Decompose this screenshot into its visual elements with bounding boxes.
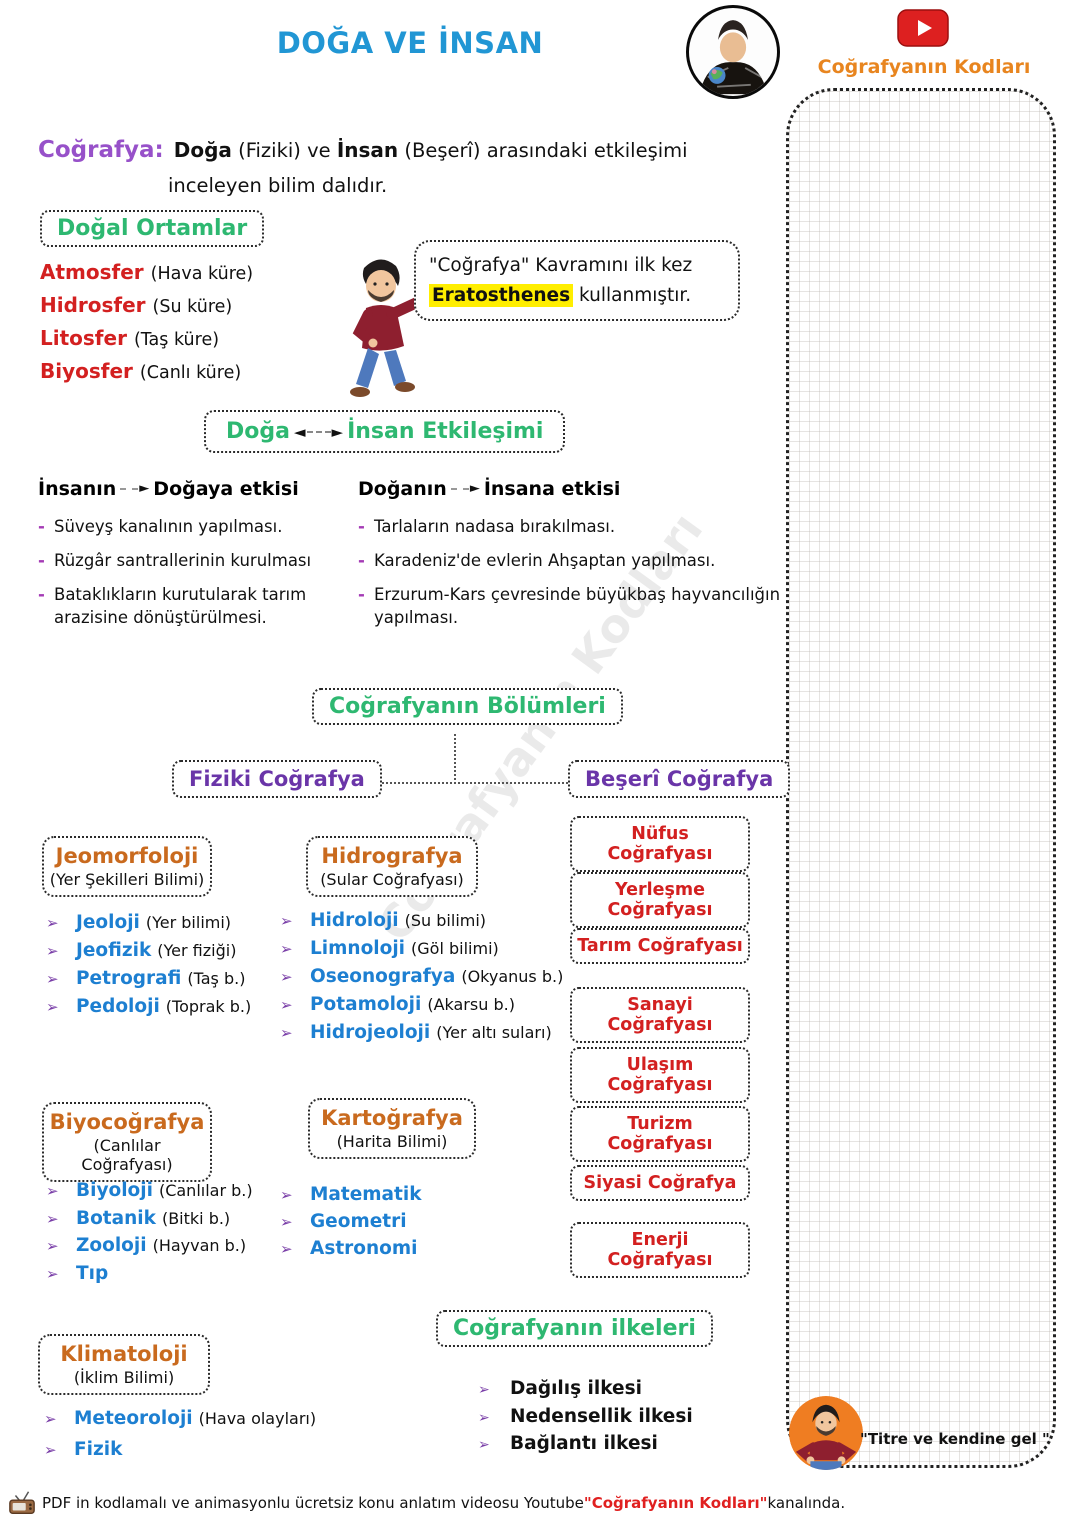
author-avatar [686,5,780,99]
list-item: Hidrosfer (Su küre) [40,293,233,317]
geography-definition: Coğrafya: Doğa (Fiziki) ve İnsan (Beşerî)… [38,136,748,198]
list-item: - Süveyş kanalının yapılması. [38,516,283,536]
hydrography-box: Hidrografya (Sular Coğrafyası) [306,836,478,897]
note-line-1: "Coğrafya" Kavramını ilk kez [429,255,693,276]
definition-term: Coğrafya: [38,137,164,163]
cartography-list: ➢ Matematik ➢ Geometri ➢ Astronomi [280,1184,428,1265]
human-geo-branch: Tarım Coğrafyası [570,928,750,964]
human-geo-branch: Sanayi Coğrafyası [570,987,750,1043]
cartography-box: Kartoğrafya (Harita Bilimi) [308,1098,476,1159]
climatology-box: Klimatoloji (İklim Bilimi) [38,1334,210,1395]
mascot-avatar [789,1396,863,1470]
list-item: ➢ Fizik [44,1439,123,1460]
mascot-cartoon-icon [789,1396,863,1470]
definition-bold-insan: İnsan [336,138,399,162]
column-header: Doğanın ► İnsana etkisi [358,478,621,500]
list-item: - Bataklıkların kurutularak tarım arazisi… [38,584,307,627]
list-item: ➢ Petrografi (Taş b.) [46,968,246,989]
page-title: DOĞA VE İNSAN [276,26,544,60]
list-item: - Karadeniz'de evlerin Ahşaptan yapılması… [358,550,716,570]
physical-geography-node: Fiziki Coğrafya [172,760,382,798]
biogeography-list: ➢ Biyoloji (Canlılar b.) ➢ Botanik (Bitki b.… [46,1180,253,1290]
natural-environments-list: Atmosfer (Hava küre) Hidrosfer (Su küre) L… [40,260,340,392]
list-item: - Rüzgâr santrallerinin kurulması [38,550,312,570]
diagram-connector [350,782,580,784]
principles-list: ➢ Dağılış ilkesi ➢ Nedensellik ilkesi ➢ Bağ… [478,1378,693,1461]
list-item: ➢ Nedensellik ilkesi [478,1405,693,1427]
list-item: Litosfer (Taş küre) [40,326,220,350]
list-item: ➢ Meteoroloji (Hava olayları) [44,1408,317,1429]
footer-text-pre: PDF in kodlamalı ve animasyonlu ücretsiz… [42,1494,584,1512]
human-geography-node: Beşerî Coğrafya [568,760,791,798]
channel-title: Coğrafyanın Kodları [817,56,1031,78]
list-item: - Erzurum-Kars çevresinde büyükbaş hayvan… [358,584,781,627]
branches-title: Coğrafyanın Bölümleri [312,688,623,725]
column-header: İnsanın ► Doğaya etkisi [38,478,299,500]
footer-text-post: kanalında. [767,1494,846,1512]
pointing-man-cartoon-icon [350,259,435,397]
list-item: ➢ Potamoloji (Akarsu b.) [280,994,515,1015]
human-geo-branch: Ulaşım Coğrafyası [570,1047,750,1103]
list-item: ➢ Zooloji (Hayvan b.) [46,1235,247,1256]
human-geo-branch: Siyasi Coğrafya [570,1165,750,1201]
human-geo-branch: Enerji Coğrafyası [570,1222,750,1278]
human-geo-branch: Turizm Coğrafyası [570,1106,750,1162]
biogeography-box: Biyocoğrafya (Canlılar Coğrafyası) [42,1102,212,1182]
list-item: Biyosfer (Canlı küre) [40,359,242,383]
list-item: ➢ Astronomi [280,1238,418,1259]
human-geo-branch: Yerleşme Coğrafyası [570,872,750,928]
list-item: ➢ Hidrojeoloji (Yer altı suları) [280,1022,552,1043]
principles-title: Coğrafyanın ilkeleri [436,1310,713,1347]
highlighted-term: Eratosthenes [429,283,574,307]
interaction-title: Doğa ◄ ► İnsan Etkileşimi [204,410,566,453]
mascot-quote: "Titre ve kendine gel " [860,1430,1050,1448]
footer-note: PDF in kodlamalı ve animasyonlu ücretsiz… [8,1490,845,1516]
double-dashed-arrow-icon: ◄ ► [293,422,344,441]
dashed-arrow-icon: ► [450,480,480,498]
geomorphology-list: ➢ Jeoloji (Yer bilimi) ➢ Jeofizik (Yer fiziğ… [46,912,251,1024]
list-item: ➢ Jeoloji (Yer bilimi) [46,912,232,933]
definition-text-1: (Fiziki) ve [231,139,337,162]
note-line-2: kullanmıştır. [573,284,692,306]
interaction-title-right: İnsan Etkileşimi [347,419,544,444]
list-item: ➢ Geometri [280,1211,407,1232]
list-item: ➢ Jeofizik (Yer fiziği) [46,940,237,961]
youtube-play-icon [897,9,949,47]
eratosthenes-note: "Coğrafya" Kavramını ilk kez Eratosthene… [414,240,740,322]
definition-line-2: inceleyen bilim dalıdır. [168,173,388,197]
list-item: - Tarlaların nadasa bırakılması. [358,516,616,536]
list-item: ➢ Oseonografya (Okyanus b.) [280,966,564,987]
interaction-title-left: Doğa [226,419,290,444]
natural-environments-title: Doğal Ortamlar [40,210,265,247]
list-item: ➢ Bağlantı ilkesi [478,1433,658,1454]
author-photo-icon [702,20,764,95]
list-item: ➢ Biyoloji (Canlılar b.) [46,1180,253,1201]
human-geo-branch: Nüfus Coğrafyası [570,816,750,872]
diagram-connector [454,734,456,784]
tv-icon [9,1491,35,1514]
dashed-arrow-icon: ► [120,480,149,498]
human-effect-column: İnsanın ► Doğaya etkisi - Süveyş kanalını… [38,476,378,640]
list-item: ➢ Matematik [280,1184,422,1205]
climatology-list: ➢ Meteoroloji (Hava olayları) ➢ Fizik [44,1408,316,1470]
definition-bold-doga: Doğa [173,138,232,162]
geomorphology-box: Jeomorfoloji (Yer Şekilleri Bilimi) [42,836,212,897]
list-item: ➢ Dağılış ilkesi [478,1378,642,1399]
list-item: ➢ Tıp [46,1262,109,1284]
list-item: ➢ Limnoloji (Göl bilimi) [280,938,499,959]
list-item: ➢ Pedoloji (Toprak b.) [46,996,252,1017]
notes-grid-panel [786,88,1056,1468]
nature-effect-column: Doğanın ► İnsana etkisi - Tarlaların nada… [358,476,790,640]
hydrography-list: ➢ Hidroloji (Su bilimi) ➢ Limnoloji (Göl bil… [280,910,563,1050]
definition-text-2: (Beşerî) arasındaki etkileşimi [398,139,688,162]
list-item: ➢ Hidroloji (Su bilimi) [280,910,487,931]
list-item: Atmosfer (Hava küre) [40,260,254,284]
footer-channel: "Coğrafyanın Kodları" [583,1494,768,1512]
list-item: ➢ Botanik (Bitki b.) [46,1207,231,1229]
